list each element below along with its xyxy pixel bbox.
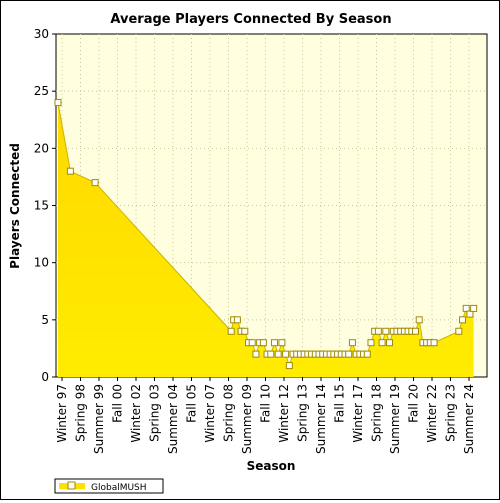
data-point <box>270 339 278 347</box>
x-tick-label: Summer 99 <box>92 384 106 454</box>
legend: GlobalMUSH <box>54 478 164 494</box>
data-point <box>459 316 467 324</box>
data-point <box>285 362 293 370</box>
y-tick-label: 0 <box>41 370 49 384</box>
data-point <box>415 316 423 324</box>
data-point <box>382 327 390 335</box>
data-point <box>386 339 394 347</box>
x-tick-label: Winter 97 <box>55 384 69 443</box>
x-tick-label: Fall 05 <box>185 384 199 423</box>
data-point <box>430 339 438 347</box>
data-point <box>227 327 235 335</box>
chart-title: Average Players Connected By Season <box>110 12 391 27</box>
data-point <box>241 327 249 335</box>
series-markers <box>54 99 478 370</box>
x-tick-label: Spring 08 <box>222 384 236 442</box>
x-tick-label: Winter 02 <box>129 384 143 443</box>
x-tick-label: Winter 17 <box>351 384 365 443</box>
x-tick-label: Spring 13 <box>296 384 310 442</box>
data-point <box>267 350 275 358</box>
y-tick-label: 20 <box>34 141 49 155</box>
x-tick-label: Winter 07 <box>203 384 217 443</box>
x-tick-label: Winter 22 <box>425 384 439 443</box>
data-point <box>282 350 290 358</box>
x-tick-label: Spring 18 <box>370 384 384 442</box>
data-point <box>259 339 267 347</box>
data-point <box>91 179 99 187</box>
data-point <box>252 350 260 358</box>
data-point <box>374 327 382 335</box>
data-point <box>466 310 474 318</box>
legend-marker <box>67 481 76 490</box>
x-axis-ticks: Winter 97 Spring 98 Summer 99 Fall 00 Winter… <box>55 377 476 454</box>
data-point <box>367 339 375 347</box>
y-axis-ticks: 0 5 10 15 20 25 30 <box>34 27 56 384</box>
x-tick-label: Spring 03 <box>148 384 162 442</box>
x-tick-label: Fall 15 <box>333 384 347 423</box>
legend-box <box>54 478 164 494</box>
y-tick-label: 15 <box>34 199 49 213</box>
y-tick-label: 25 <box>34 84 49 98</box>
x-tick-label: Fall 00 <box>111 384 125 423</box>
y-axis-label: Players Connected <box>8 143 22 269</box>
data-point <box>66 167 74 175</box>
data-point <box>345 350 353 358</box>
x-tick-label: Fall 10 <box>259 384 273 423</box>
data-point <box>378 339 386 347</box>
x-tick-label: Fall 20 <box>407 384 421 423</box>
data-point <box>455 327 463 335</box>
x-tick-label: Spring 23 <box>444 384 458 442</box>
data-point <box>274 350 282 358</box>
y-tick-label: 10 <box>34 256 49 270</box>
x-tick-label: Summer 14 <box>314 384 328 454</box>
x-tick-label: Spring 98 <box>74 384 88 442</box>
data-point <box>470 304 478 312</box>
x-tick-label: Summer 09 <box>240 384 254 454</box>
x-tick-label: Summer 04 <box>166 384 180 454</box>
x-tick-label: Winter 12 <box>277 384 291 443</box>
y-tick-label: 5 <box>41 313 49 327</box>
data-point <box>462 304 470 312</box>
x-tick-label: Summer 19 <box>388 384 402 454</box>
data-point <box>54 99 62 107</box>
data-point <box>278 339 286 347</box>
data-point <box>233 316 241 324</box>
x-tick-label: Summer 24 <box>462 384 476 454</box>
data-point <box>248 339 256 347</box>
data-point <box>412 327 420 335</box>
x-axis-label: Season <box>247 459 296 473</box>
legend-label-globalmush: GlobalMUSH <box>91 483 147 493</box>
series-area-globalmush <box>58 102 474 377</box>
data-point <box>348 339 356 347</box>
data-point <box>363 350 371 358</box>
y-tick-label: 30 <box>34 27 49 41</box>
